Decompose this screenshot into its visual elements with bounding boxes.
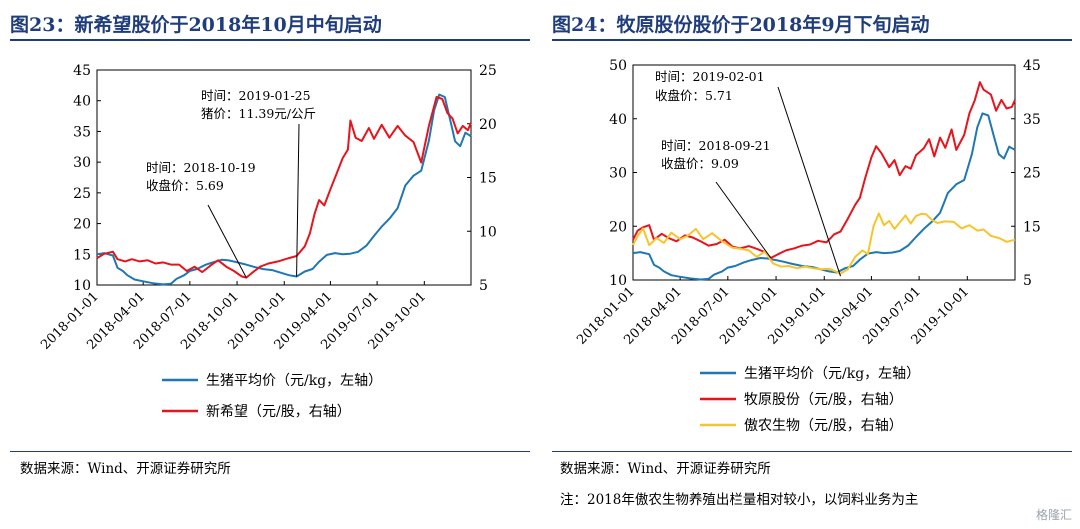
figure-24-source: 数据来源：Wind、开源证券研究所 [560, 461, 771, 477]
right-axis-tick-label: 10 [479, 224, 497, 240]
annotation-text: 时间：2019-01-25 [201, 88, 311, 103]
figure-24-note: 注：2018年傲农生物养殖出栏量相对较小，以饲料业务为主 [560, 492, 919, 508]
right-axis-tick-label: 45 [1023, 58, 1041, 74]
left-axis-tick-label: 20 [609, 219, 627, 235]
right-axis-tick-label: 5 [1023, 273, 1032, 289]
left-axis-tick-label: 10 [609, 273, 627, 289]
annotation-leader-line [296, 123, 300, 277]
left-axis-tick-label: 30 [73, 155, 91, 171]
right-axis-tick-label: 5 [479, 278, 488, 294]
figure-24-title: 图24：牧原股份股价于2018年9月下旬启动 [552, 14, 930, 36]
left-axis-tick-label: 40 [73, 94, 91, 110]
series-line-1 [632, 112, 1016, 281]
annotation-leader-line [715, 181, 772, 259]
left-axis-tick-label: 25 [73, 186, 91, 202]
left-axis-tick-label: 40 [609, 112, 627, 128]
annotation-text: 时间：2019-02-01 [655, 69, 765, 84]
annotation-text: 猪价：11.39元/公斤 [201, 106, 316, 121]
title-rule-right [552, 39, 1072, 41]
annotation-text: 收盘价：5.69 [146, 178, 224, 193]
series-line-2 [632, 81, 1016, 259]
legend-label: 傲农生物（元/股，右轴） [744, 418, 903, 434]
annotation-leader-line [777, 86, 841, 277]
legend-label: 牧原股份（元/股，右轴） [744, 392, 903, 408]
right-axis-tick-label: 25 [1023, 166, 1041, 182]
left-axis-tick-label: 20 [73, 217, 91, 233]
left-axis-tick-label: 35 [73, 124, 91, 140]
chart-1: 10152025303540455101520252018-01-012018-… [38, 63, 497, 420]
left-axis-tick-label: 45 [73, 63, 91, 79]
annotation-text: 时间：2018-09-21 [661, 138, 771, 153]
right-axis-tick-label: 15 [479, 171, 497, 187]
source-rule-right [552, 451, 1072, 452]
annotation-leader-line [207, 204, 247, 278]
legend-label: 生猪平均价（元/kg，左轴） [206, 373, 382, 389]
figure-23-source: 数据来源：Wind、开源证券研究所 [20, 461, 231, 477]
series-line-3 [632, 212, 1016, 275]
right-axis-tick-label: 20 [479, 117, 497, 133]
series-line-1 [96, 93, 472, 286]
source-rule-left [10, 451, 530, 452]
left-axis-tick-label: 10 [73, 278, 91, 294]
figure-23-title: 图23：新希望股价于2018年10月中旬启动 [10, 14, 382, 36]
annotation-text: 收盘价：9.09 [661, 156, 739, 171]
left-axis-tick-label: 15 [73, 247, 91, 263]
series-line-2 [96, 95, 472, 279]
right-axis-tick-label: 35 [1023, 112, 1041, 128]
annotation-text: 收盘价：5.71 [655, 88, 733, 103]
right-axis-tick-label: 15 [1023, 219, 1041, 235]
annotation-text: 时间：2018-10-19 [146, 160, 256, 175]
left-axis-tick-label: 30 [609, 166, 627, 182]
chart-2: 10203040505152535452018-01-012018-04-012… [574, 58, 1041, 434]
legend-label: 新希望（元/股，右轴） [206, 404, 351, 420]
watermark: 格隆汇 [1035, 508, 1072, 522]
legend-label: 生猪平均价（元/kg，左轴） [744, 366, 920, 382]
left-axis-tick-label: 50 [609, 58, 627, 74]
title-rule-left [10, 39, 530, 41]
right-axis-tick-label: 25 [479, 63, 497, 79]
